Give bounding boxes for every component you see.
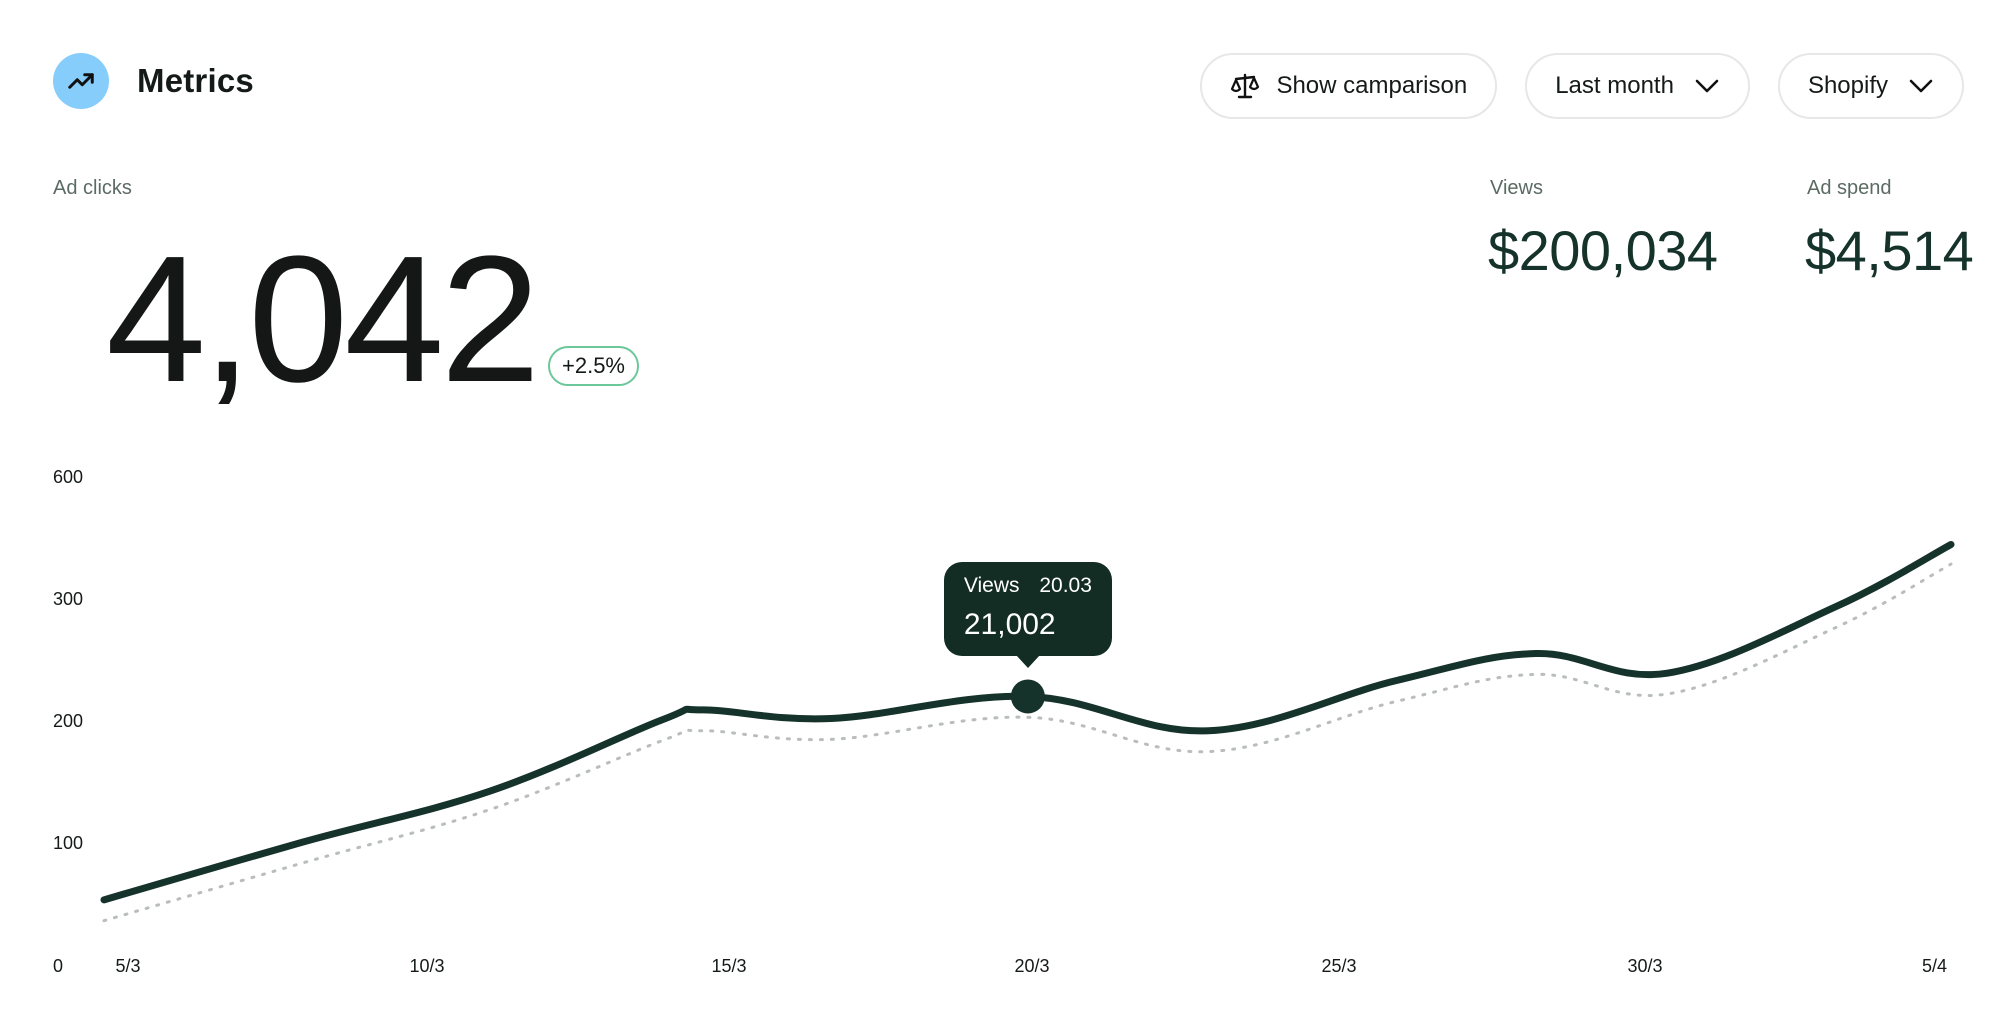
y-tick-label: 300 [53,589,83,609]
show-comparison-label: Show camparison [1276,72,1468,99]
chevron-down-icon [1908,78,1934,94]
brand: Metrics [53,53,254,109]
y-axis: 0 100 200 300 600 [53,467,83,976]
chart-tooltip: Views 20.03 21,002 [943,562,1112,657]
period-label: Last month [1555,72,1674,99]
x-tick-label: 5/3 [115,956,140,976]
x-tick-label: 25/3 [1321,956,1356,976]
x-tick-label: 15/3 [711,956,746,976]
page-title: Metrics [137,62,254,99]
source-label: Shopify [1807,72,1888,99]
tooltip-date: 20.03 [1039,574,1092,598]
x-tick-label: 5/4 [1922,956,1947,976]
views-label: Views [1490,177,1543,199]
ad-clicks-value: 4,042 [106,219,540,420]
scale-icon [1230,72,1260,100]
period-dropdown[interactable]: Last month [1525,53,1750,119]
trending-up-icon [53,53,109,109]
chart-points [1010,679,1045,714]
ad-spend-value: $4,514 [1805,219,1974,282]
y-tick-label: 0 [53,956,63,976]
y-tick-label: 600 [53,467,83,487]
chevron-down-icon [1694,78,1720,94]
y-tick-label: 200 [53,711,83,731]
toolbar: Show camparison Last month Shopify [1200,53,1964,119]
change-badge: +2.5% [548,346,639,386]
x-axis: 5/3 10/3 15/3 20/3 25/3 30/3 5/4 [115,956,1947,976]
show-comparison-button[interactable]: Show camparison [1200,53,1498,119]
highlight-point[interactable] [1010,679,1045,714]
x-tick-label: 20/3 [1014,956,1049,976]
ad-clicks-label: Ad clicks [53,177,132,199]
views-value: $200,034 [1488,219,1718,282]
comparison-series-line [102,562,1953,923]
y-tick-label: 100 [53,833,83,853]
source-dropdown[interactable]: Shopify [1777,53,1964,119]
ad-spend-label: Ad spend [1807,177,1892,199]
tooltip-value: 21,002 [963,608,1056,642]
x-tick-label: 30/3 [1627,956,1662,976]
tooltip-series: Views [963,574,1020,598]
x-tick-label: 10/3 [409,956,444,976]
